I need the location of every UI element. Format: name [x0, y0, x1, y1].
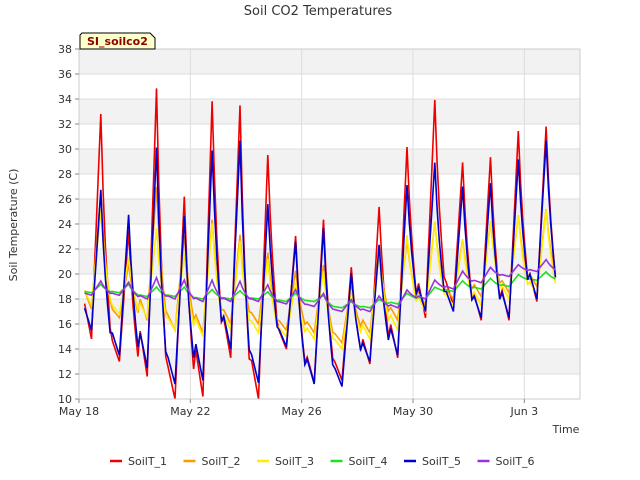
x-axis-ticks: May 18 May 22 May 26 May 30 Jun 3: [59, 399, 538, 418]
grid-band: [79, 149, 580, 174]
y-tick-label: 28: [58, 168, 72, 181]
legend: SoilT_1 SoilT_2 SoilT_3 SoilT_4 SoilT_5 SoilT…: [110, 455, 535, 468]
x-tick-label: May 22: [170, 405, 210, 418]
y-tick-label: 16: [58, 318, 72, 331]
grid-band: [79, 49, 580, 74]
legend-label-SoilT_1: SoilT_1: [128, 455, 167, 468]
y-tick-label: 38: [58, 43, 72, 56]
grid-band: [79, 99, 580, 124]
series-line-SoilT_6: [84, 258, 556, 313]
legend-label-SoilT_2: SoilT_2: [202, 455, 241, 468]
series-line-SoilT_5: [83, 140, 557, 387]
x-tick-label: May 26: [282, 405, 322, 418]
y-tick-label: 18: [58, 293, 72, 306]
x-tick-label: May 30: [393, 405, 433, 418]
tag-label: SI_soilco2: [87, 35, 148, 48]
y-tick-label: 20: [58, 268, 72, 281]
x-tick-label: Jun 3: [509, 405, 538, 418]
x-axis-label: Time: [552, 423, 580, 436]
grid-band: [79, 349, 580, 374]
chart-title: Soil CO2 Temperatures: [244, 4, 393, 19]
tag-box: [79, 32, 156, 50]
y-tick-label: 12: [58, 368, 72, 381]
y-tick-label: 36: [58, 68, 72, 81]
legend-label-SoilT_5: SoilT_5: [422, 455, 461, 468]
y-tick-label: 24: [58, 218, 72, 231]
y-tick-label: 26: [58, 193, 72, 206]
legend-label-SoilT_3: SoilT_3: [275, 455, 314, 468]
y-tick-label: 22: [58, 243, 72, 256]
y-tick-label: 10: [58, 393, 72, 406]
grid-band: [79, 199, 580, 224]
y-tick-label: 32: [58, 118, 72, 131]
x-tick-label: May 18: [59, 405, 99, 418]
y-tick-label: 34: [58, 93, 72, 106]
y-axis-label: Soil Temperature (C): [7, 169, 20, 282]
legend-label-SoilT_6: SoilT_6: [496, 455, 535, 468]
y-tick-label: 14: [58, 343, 72, 356]
y-tick-label: 30: [58, 143, 72, 156]
series-tag: SI_soilco2: [79, 32, 156, 50]
legend-label-SoilT_4: SoilT_4: [349, 455, 388, 468]
series-layer: [83, 88, 557, 400]
y-axis-ticks: 10 12 14 16 18 20 22 24 26 28 30 32 34 36 38: [58, 43, 79, 406]
